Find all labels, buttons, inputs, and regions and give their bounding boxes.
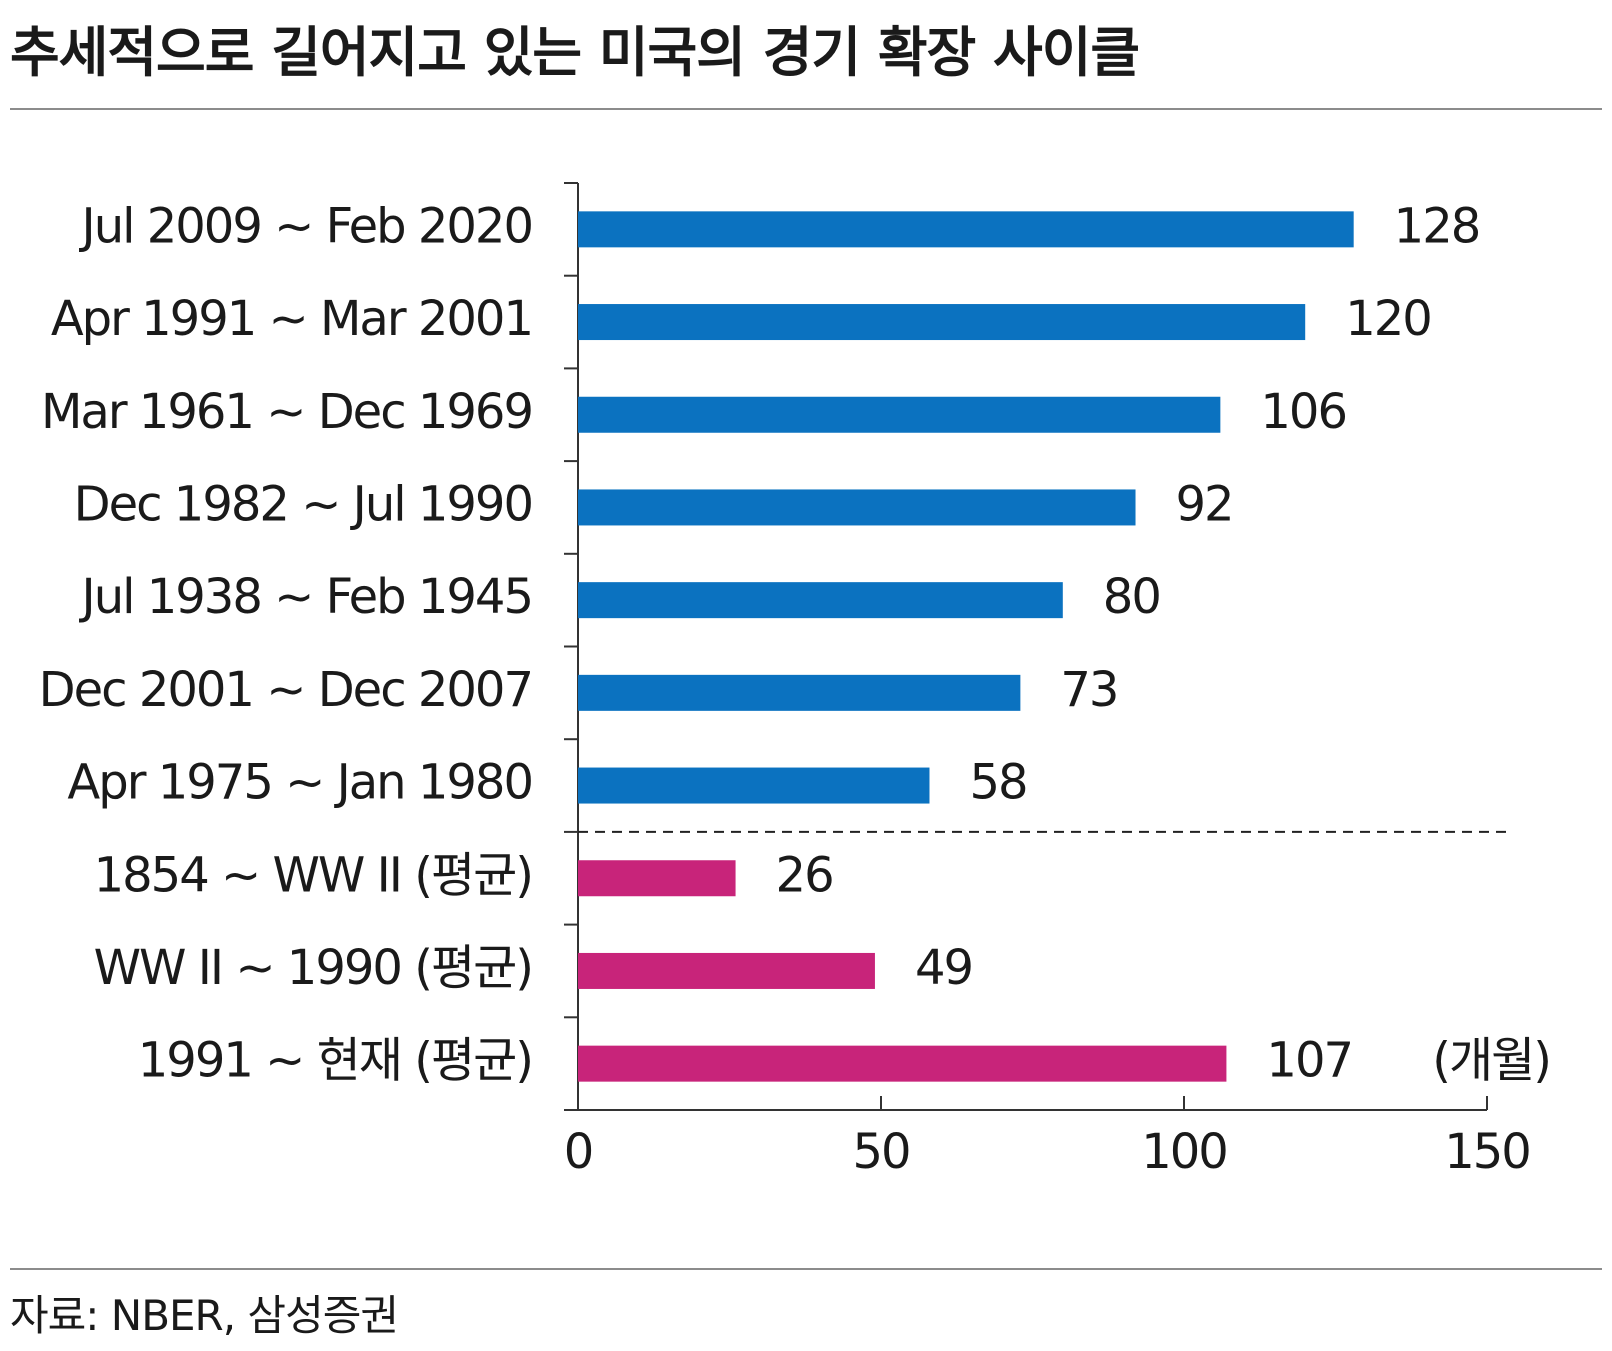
category-label: Dec 2001 ~ Dec 2007: [39, 662, 532, 718]
unit-label: (개월): [1432, 1033, 1550, 1089]
data-label: 26: [776, 847, 833, 903]
data-label: 73: [1060, 662, 1117, 718]
bar: [578, 211, 1354, 248]
category-label: Jul 1938 ~ Feb 1945: [79, 569, 532, 625]
bar: [578, 674, 1021, 711]
bar: [578, 304, 1306, 341]
chart-title: 추세적으로 길어지고 있는 미국의 경기 확장 사이클: [10, 21, 1140, 84]
bar: [578, 489, 1136, 526]
category-label: 1854 ~ WW II (평균): [94, 847, 532, 903]
x-tick-label: 100: [1141, 1124, 1227, 1180]
source-divider: [10, 1268, 1602, 1270]
category-label: Dec 1982 ~ Jul 1990: [74, 476, 532, 532]
x-tick-label: 50: [852, 1124, 909, 1180]
category-label: Apr 1991 ~ Mar 2001: [51, 291, 532, 347]
x-tick-label: 150: [1444, 1124, 1530, 1180]
x-tick-label: 0: [564, 1124, 593, 1180]
data-label: 80: [1103, 569, 1160, 625]
category-label: Mar 1961 ~ Dec 1969: [41, 384, 532, 440]
category-label: 1991 ~ 현재 (평균): [138, 1033, 532, 1089]
bar: [578, 767, 930, 804]
source-note: 자료: NBER, 삼성증권: [10, 1291, 399, 1340]
bar: [578, 582, 1063, 619]
bar: [578, 860, 736, 897]
data-label: 120: [1345, 291, 1431, 347]
data-label: 92: [1176, 476, 1233, 532]
bar-chart: Jul 2009 ~ Feb 2020 128 Apr 1991 ~ Mar 200…: [39, 182, 1552, 1180]
bar: [578, 1045, 1227, 1082]
bar: [578, 396, 1221, 433]
data-label: 128: [1394, 198, 1480, 254]
data-label: 107: [1266, 1033, 1352, 1089]
data-label: 49: [915, 940, 972, 996]
title-divider: [10, 108, 1602, 110]
category-label: Apr 1975 ~ Jan 1980: [67, 755, 532, 811]
data-label: 106: [1260, 384, 1346, 440]
category-label: WW II ~ 1990 (평균): [94, 940, 532, 996]
bar: [578, 952, 875, 989]
category-label: Jul 2009 ~ Feb 2020: [79, 198, 532, 254]
data-label: 58: [969, 755, 1026, 811]
